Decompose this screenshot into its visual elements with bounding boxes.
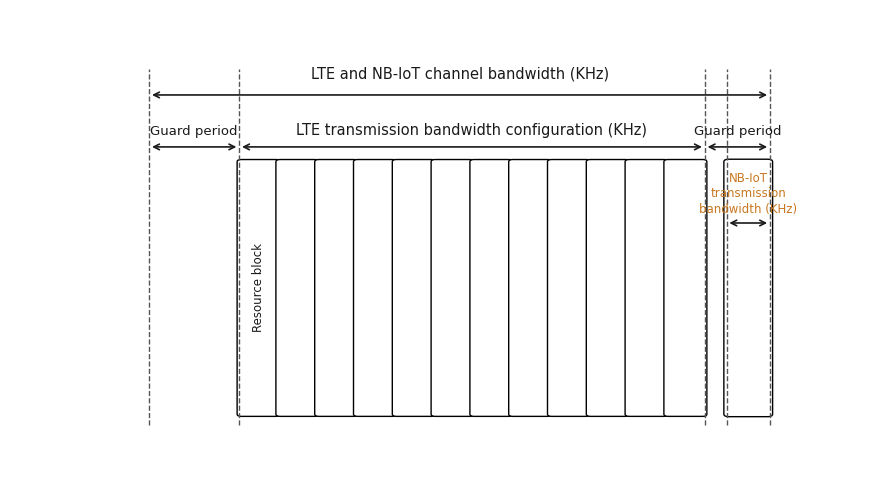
Text: NB-IoT
transmission
bandwidth (KHz): NB-IoT transmission bandwidth (KHz) — [700, 172, 797, 215]
Text: LTE and NB-IoT channel bandwidth (KHz): LTE and NB-IoT channel bandwidth (KHz) — [311, 67, 609, 82]
FancyBboxPatch shape — [392, 160, 435, 416]
FancyBboxPatch shape — [724, 159, 773, 416]
Text: Guard period: Guard period — [150, 125, 238, 138]
FancyBboxPatch shape — [431, 160, 474, 416]
FancyBboxPatch shape — [547, 160, 590, 416]
Text: Guard period: Guard period — [693, 125, 781, 138]
FancyBboxPatch shape — [509, 160, 552, 416]
FancyBboxPatch shape — [470, 160, 513, 416]
Text: LTE transmission bandwidth configuration (KHz): LTE transmission bandwidth configuration… — [296, 122, 648, 138]
FancyBboxPatch shape — [237, 160, 280, 416]
FancyBboxPatch shape — [625, 160, 668, 416]
FancyBboxPatch shape — [353, 160, 396, 416]
FancyBboxPatch shape — [276, 160, 319, 416]
Text: Resource block: Resource block — [252, 243, 265, 333]
FancyBboxPatch shape — [315, 160, 358, 416]
FancyBboxPatch shape — [664, 160, 707, 416]
FancyBboxPatch shape — [587, 160, 629, 416]
